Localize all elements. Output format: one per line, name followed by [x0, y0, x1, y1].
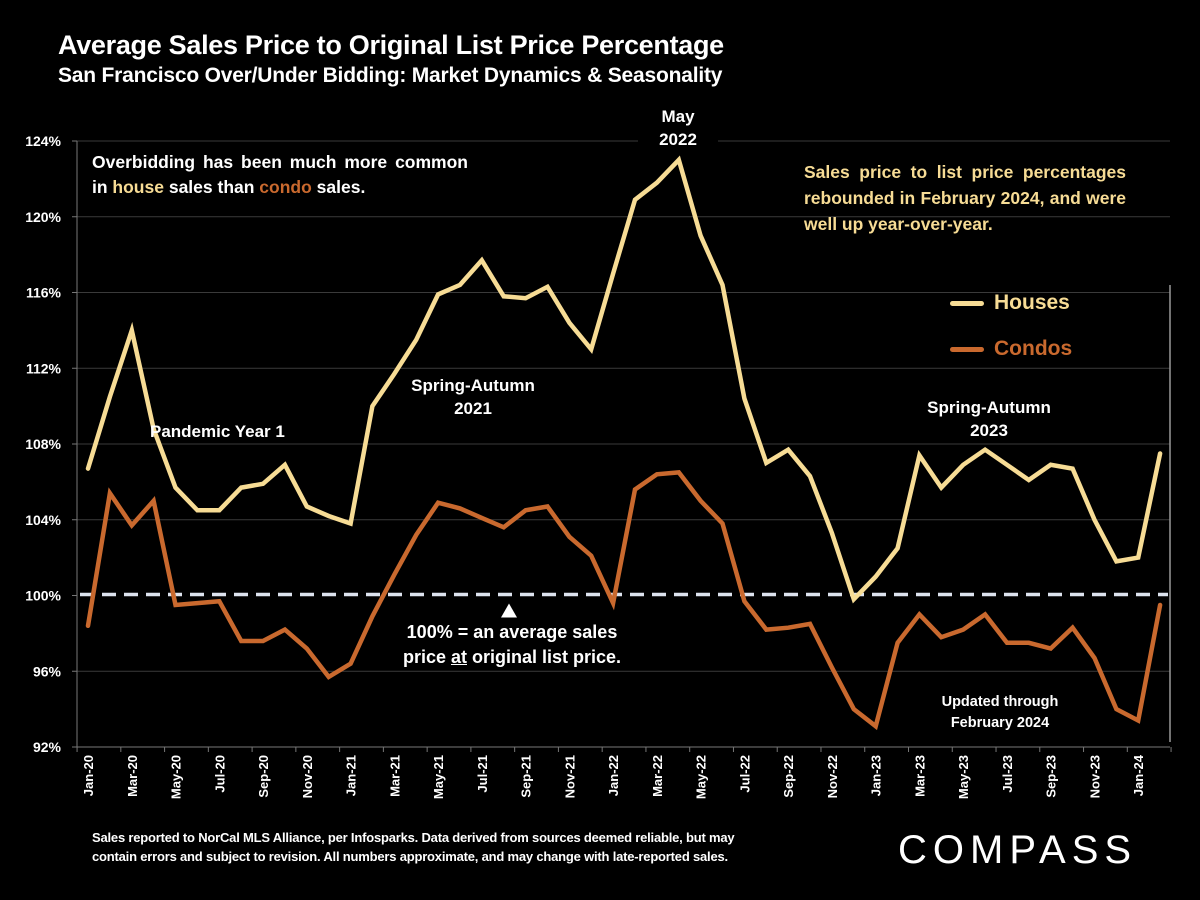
x-tick-label: Jul-20 [212, 755, 227, 793]
legend: Houses Condos [950, 280, 1072, 372]
annotation-underlined: at [450, 647, 467, 667]
legend-label-condos: Condos [994, 337, 1073, 360]
annotation-text: price [402, 647, 451, 667]
annotation-line: 2023 [970, 421, 1008, 440]
legend-label-houses: Houses [994, 291, 1070, 314]
x-tick-label: Mar-22 [650, 755, 665, 797]
note-text: sales than [163, 177, 260, 197]
x-tick-label: Sep-23 [1044, 755, 1059, 798]
annotation-line: 2021 [454, 399, 492, 418]
series-line-condos [85, 470, 1163, 731]
x-axis-ticks: Jan-20 Mar-20 May-20 Jul-20 Sep-20 Nov-20 Jan-… [76, 747, 1172, 799]
x-tick-label: Jan-24 [1131, 754, 1146, 796]
chart-title: Average Sales Price to Original List Pri… [58, 30, 724, 60]
annotation-baseline: 100% = an average sales price at origina… [392, 620, 632, 670]
y-tick-label: 100% [25, 588, 61, 604]
x-tick-label: Jan-22 [606, 755, 621, 796]
x-tick-label: Sep-21 [519, 755, 534, 798]
series-line-houses [85, 155, 1163, 604]
annotation-line: May [661, 107, 695, 126]
legend-swatch-houses [950, 300, 984, 306]
x-tick-label: Nov-23 [1087, 755, 1102, 798]
annotation-spring-2021: Spring-Autumn 2021 [398, 374, 548, 420]
x-tick-label: Nov-20 [300, 755, 315, 798]
footnote: Sales reported to NorCal MLS Alliance, p… [92, 828, 735, 866]
y-tick-label: 124% [25, 133, 61, 149]
x-tick-label: Jul-21 [475, 755, 490, 793]
y-tick-label: 92% [33, 739, 62, 755]
note-text: Overbidding has been much more common in [92, 152, 468, 197]
x-tick-label: Mar-20 [125, 755, 140, 797]
footnote-line: Sales reported to NorCal MLS Alliance, p… [92, 830, 735, 845]
y-tick-label: 104% [25, 512, 61, 528]
x-tick-label: May-20 [169, 755, 184, 799]
x-tick-label: Mar-23 [912, 755, 927, 797]
legend-item-condos: Condos [950, 326, 1072, 372]
y-tick-label: 96% [33, 663, 62, 679]
chart-subtitle: San Francisco Over/Under Bidding: Market… [58, 64, 723, 87]
annotation-line: 100% = an average sales [406, 622, 618, 642]
x-tick-label: May-22 [694, 755, 709, 799]
x-tick-label: May-23 [956, 755, 971, 799]
x-tick-label: Sep-20 [256, 755, 271, 798]
annotation-line: Spring-Autumn [927, 398, 1051, 417]
series-lines [85, 155, 1163, 731]
annotation-pandemic: Pandemic Year 1 [150, 422, 285, 441]
note-rebound: Sales price to list price percentages re… [804, 162, 1126, 234]
y-tick-label: 120% [25, 209, 61, 225]
annotation-line: 2022 [659, 130, 697, 149]
x-tick-label: Jan-23 [869, 755, 884, 796]
baseline-arrow-icon [501, 603, 517, 618]
annotation-line: Spring-Autumn [411, 376, 535, 395]
x-tick-label: Nov-21 [562, 755, 577, 798]
note-overbidding: Overbidding has been much more common in… [92, 150, 468, 200]
note-house-highlight: house [112, 177, 164, 197]
x-tick-label: Mar-21 [387, 755, 402, 797]
compass-logo: COMPASS [898, 828, 1138, 872]
x-tick-label: Jul-22 [737, 755, 752, 793]
x-tick-label: Jan-21 [344, 755, 359, 796]
annotation-text: original list price. [467, 647, 622, 667]
x-tick-label: Nov-22 [825, 755, 840, 798]
note-text: sales. [311, 177, 366, 197]
annotation-updated: Updated through February 2024 [920, 692, 1080, 734]
annotation-line: Updated through [941, 694, 1059, 710]
annotation-line: price at original list price. [392, 645, 632, 670]
footnote-line: contain errors and subject to revision. … [92, 849, 728, 864]
note-condo-highlight: condo [259, 177, 312, 197]
annotation-line: February 2024 [950, 715, 1050, 731]
x-tick-label: Jan-20 [81, 755, 96, 796]
x-tick-label: May-21 [431, 755, 446, 799]
x-tick-label: Jul-23 [1000, 755, 1015, 793]
y-tick-label: 116% [26, 285, 62, 301]
y-tick-label: 108% [25, 436, 61, 452]
y-tick-label: 112% [26, 360, 62, 376]
legend-item-houses: Houses [950, 280, 1072, 326]
y-axis-ticks: 92% 96% 100% 104% 108% 112% 116% 120% 124% [25, 133, 61, 755]
legend-swatch-condos [950, 346, 984, 352]
annotation-may-2022: May 2022 [638, 105, 718, 151]
gridlines [72, 140, 1170, 748]
x-tick-label: Sep-22 [781, 755, 796, 798]
annotation-spring-2023: Spring-Autumn 2023 [914, 396, 1064, 442]
